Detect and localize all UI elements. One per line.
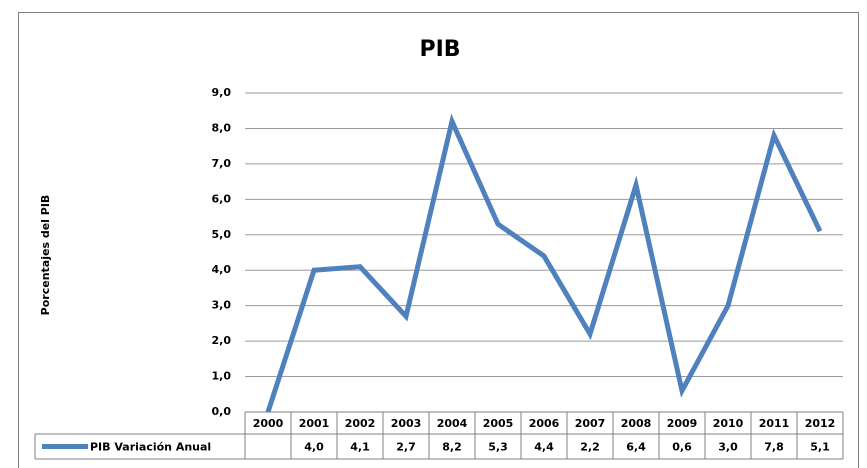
data-label: 5,3 [488, 441, 508, 454]
data-label: 0,6 [672, 441, 692, 454]
y-tick-label: 6,0 [212, 192, 232, 205]
data-label: 5,1 [810, 441, 830, 454]
x-tick-label: 2005 [483, 417, 514, 430]
x-tick-label: 2001 [299, 417, 330, 430]
x-tick-label: 2003 [391, 417, 422, 430]
data-label: 4,1 [350, 441, 370, 454]
x-tick-label: 2002 [345, 417, 376, 430]
y-tick-label: 9,0 [212, 86, 232, 99]
y-tick-label: 8,0 [212, 121, 232, 134]
y-tick-label: 7,0 [212, 157, 232, 170]
x-tick-label: 2007 [575, 417, 606, 430]
data-label: 2,7 [396, 441, 416, 454]
y-tick-label: 4,0 [212, 263, 232, 276]
data-label: 6,4 [626, 441, 646, 454]
data-label: 4,4 [534, 441, 554, 454]
y-tick-label: 0,0 [212, 405, 232, 418]
x-tick-label: 2009 [667, 417, 698, 430]
y-tick-label: 5,0 [212, 228, 232, 241]
data-label: 8,2 [442, 441, 462, 454]
data-label: 4,0 [304, 441, 324, 454]
data-label: 2,2 [580, 441, 600, 454]
legend-label: PIB Variación Anual [90, 441, 211, 454]
y-axis-label: Porcentajes del PIB [39, 195, 52, 316]
data-line [265, 113, 823, 413]
x-tick-label: 2008 [621, 417, 652, 430]
chart-border [18, 12, 859, 468]
x-tick-label: 2012 [805, 417, 836, 430]
y-tick-label: 2,0 [212, 334, 232, 347]
chart-title: PIB [419, 37, 460, 62]
data-label: 7,8 [764, 441, 784, 454]
x-tick-label: 2000 [253, 417, 284, 430]
x-tick-label: 2011 [759, 417, 790, 430]
x-tick-label: 2006 [529, 417, 560, 430]
y-tick-label: 1,0 [212, 370, 232, 383]
data-label: 3,0 [718, 441, 738, 454]
x-tick-label: 2004 [437, 417, 468, 430]
y-tick-label: 3,0 [212, 299, 232, 312]
x-tick-label: 2010 [713, 417, 744, 430]
